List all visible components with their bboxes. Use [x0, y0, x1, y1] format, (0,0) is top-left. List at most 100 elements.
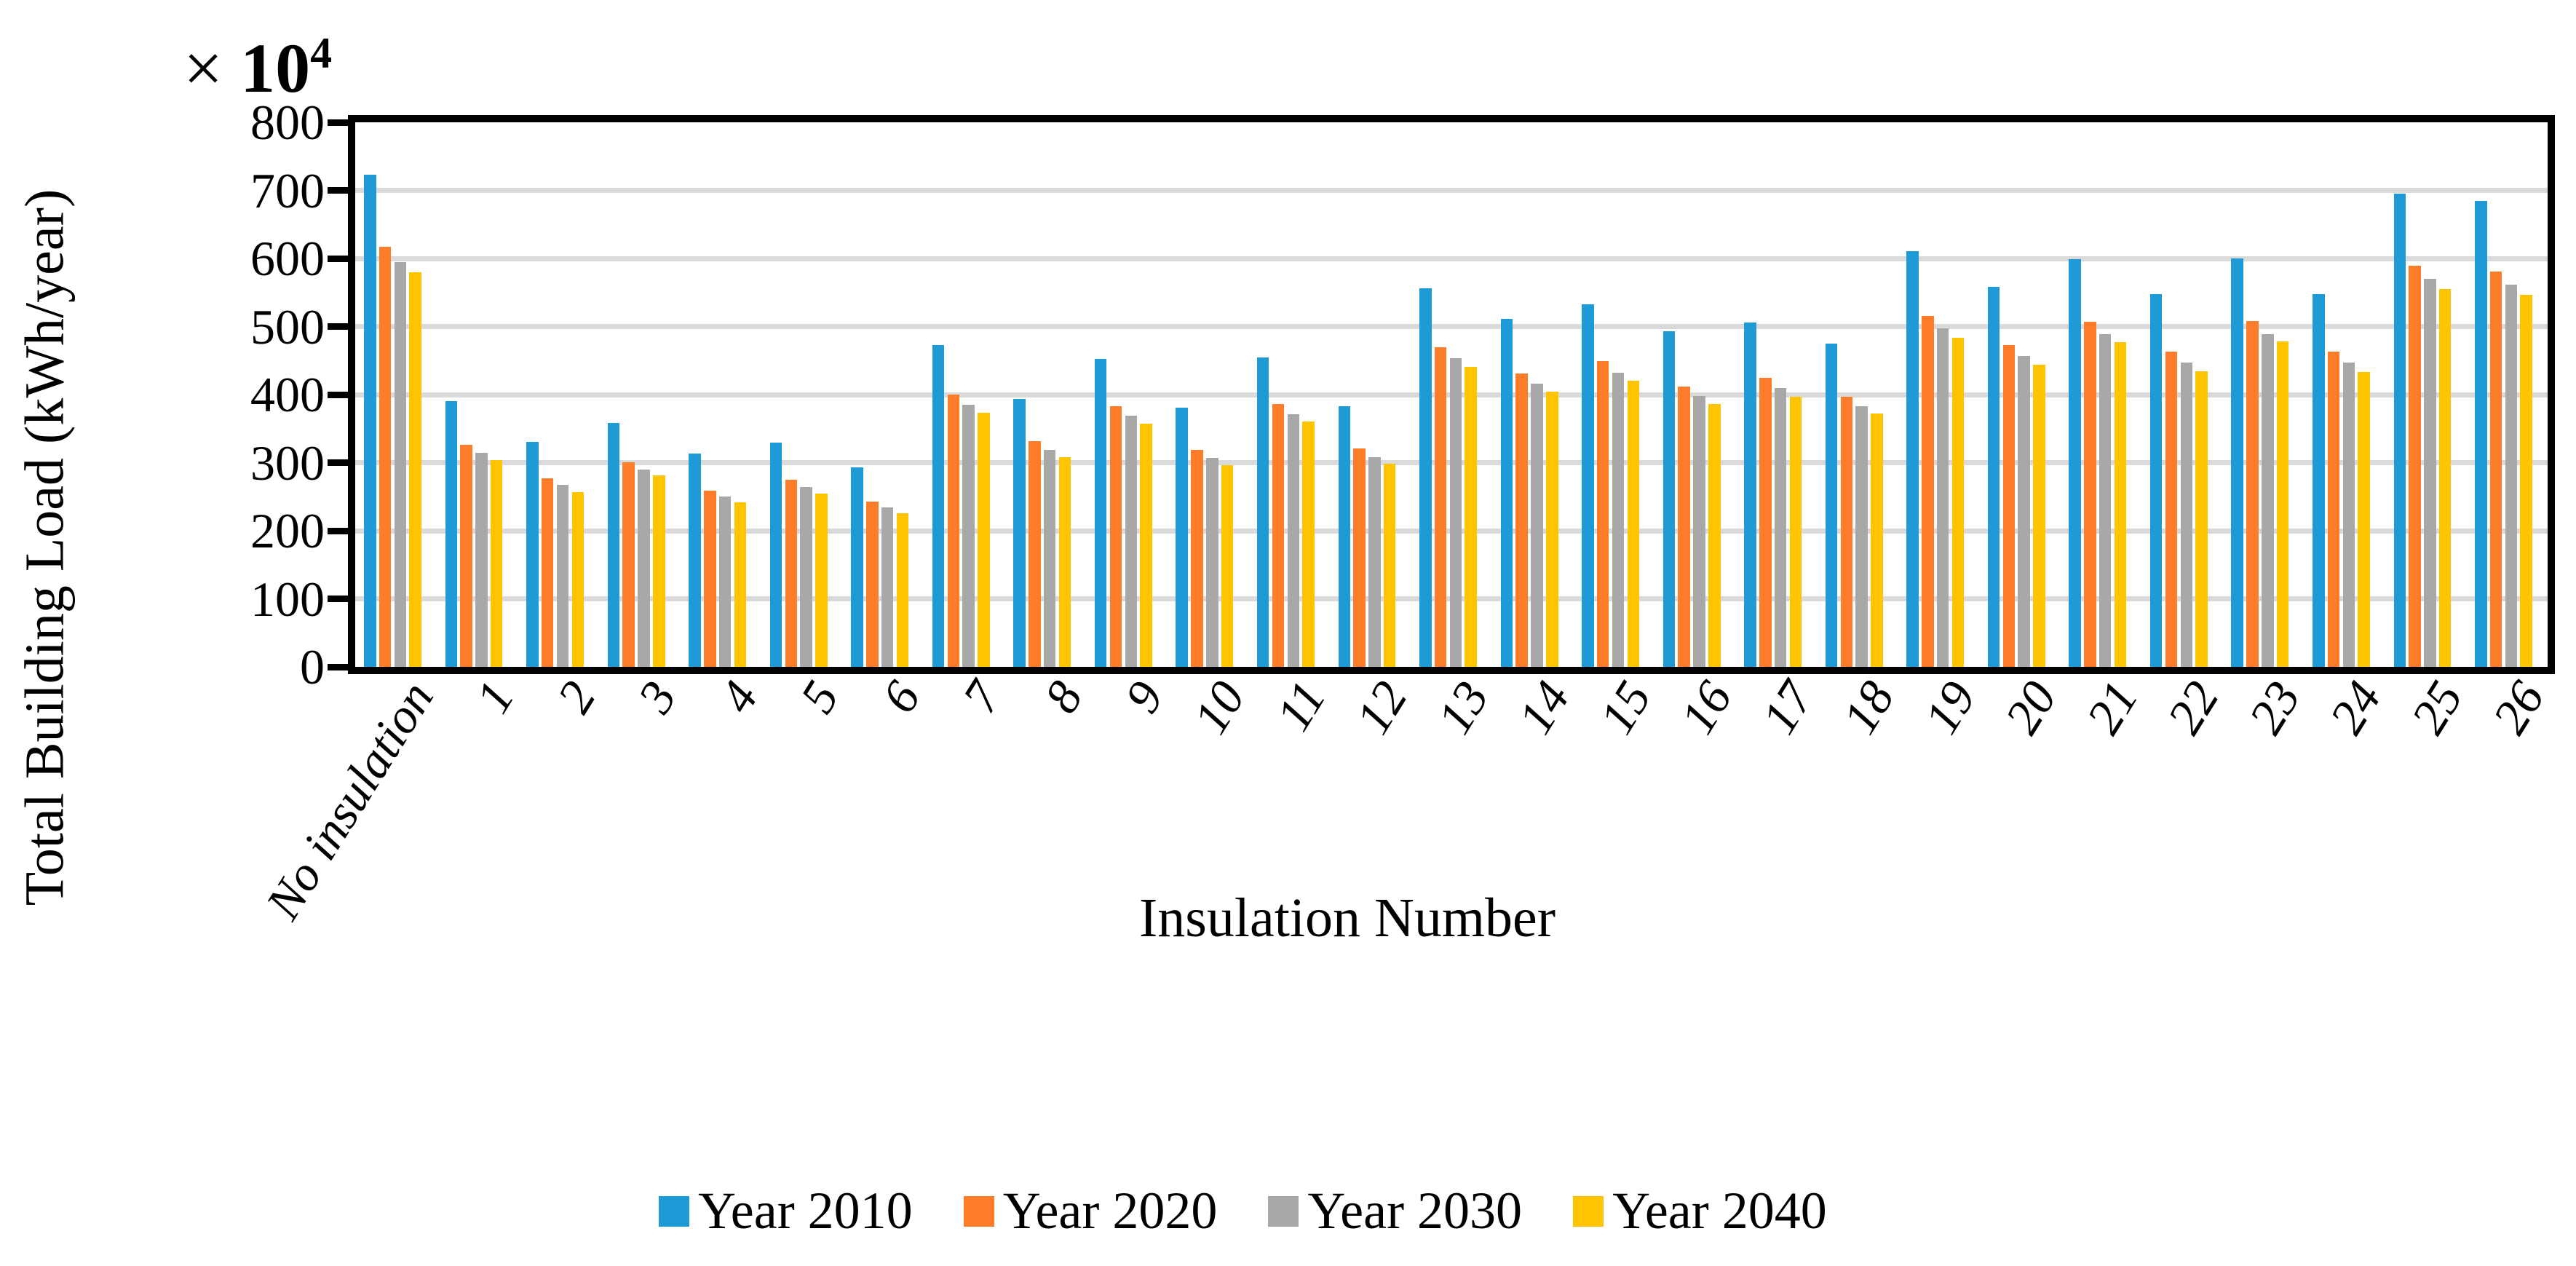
bar-year-2040-3 [653, 475, 665, 667]
bar-year-2010-3 [607, 423, 620, 667]
bar-year-2030-2 [556, 485, 569, 667]
bar-year-2020-15 [1596, 361, 1609, 667]
bar-year-2010-8 [1013, 398, 1026, 667]
y-tick-300 [328, 459, 348, 466]
bar-year-2020-9 [1109, 405, 1122, 667]
y-tick-label-500: 500 [250, 298, 325, 355]
bar-year-2020-4 [704, 490, 716, 667]
x-tick-label-text: 13 [1425, 671, 1499, 743]
bar-year-2040-20 [2033, 364, 2045, 667]
x-tick-label-text: 16 [1669, 671, 1743, 743]
y-axis-exponent-label: × 104 [183, 28, 332, 108]
legend: Year 2010 Year 2020 Year 2030 Year 2040 [659, 1181, 1827, 1241]
y-tick-0 [328, 663, 348, 670]
bar-year-2020-18 [1840, 396, 1853, 667]
bar-year-2040-15 [1627, 381, 1640, 667]
bar-year-2030-4 [718, 496, 732, 667]
x-tick-label-text: 12 [1344, 671, 1418, 743]
bar-year-2040-25 [2438, 289, 2452, 667]
legend-label: Year 2010 [698, 1182, 913, 1240]
bar-year-2030-11 [1287, 414, 1300, 667]
bar-year-2020-no-insulation [379, 247, 392, 667]
x-tick-label-text: 5 [789, 671, 850, 722]
y-tick-200 [328, 527, 348, 534]
y-tick-500 [328, 323, 348, 330]
bar-year-2040-2 [571, 491, 584, 667]
bar-year-2030-8 [1043, 449, 1056, 667]
bar-year-2040-7 [978, 413, 990, 667]
bar-year-2020-10 [1191, 449, 1203, 667]
bar-year-2020-1 [460, 445, 472, 667]
x-tick-label-text: 14 [1507, 671, 1580, 743]
x-tick-label-text: 4 [708, 671, 769, 722]
bar-year-2040-6 [896, 513, 909, 667]
bar-year-2030-16 [1693, 395, 1705, 667]
bar-year-2010-14 [1500, 319, 1513, 667]
bar-year-2030-3 [638, 469, 650, 667]
bar-year-2040-18 [1871, 414, 1883, 667]
x-tick-label-text: 20 [1994, 671, 2068, 743]
bar-year-2020-21 [2084, 321, 2096, 667]
x-tick-label-text: No insulation [254, 671, 444, 929]
legend-item-year-2010: Year 2010 [659, 1181, 913, 1241]
legend-label: Year 2030 [1307, 1182, 1523, 1240]
y-tick-100 [328, 596, 348, 602]
x-tick-label-text: 9 [1114, 671, 1175, 722]
bar-year-2040-9 [1140, 424, 1152, 667]
x-tick-label-text: 6 [871, 671, 931, 722]
bar-year-2040-14 [1546, 392, 1558, 667]
x-tick-label-text: 25 [2400, 671, 2473, 743]
bar-year-2040-22 [2195, 371, 2208, 667]
bar-year-2020-6 [866, 501, 879, 667]
y-tick-label-700: 700 [250, 162, 325, 218]
legend-item-year-2020: Year 2020 [963, 1181, 1218, 1241]
x-axis-title: Insulation Number [1138, 887, 1556, 949]
exponent-power: 4 [310, 29, 333, 77]
bar-year-2020-20 [2002, 344, 2016, 667]
bar-year-2020-8 [1029, 440, 1041, 667]
x-tick-label-text: 26 [2481, 671, 2555, 743]
bar-year-2030-15 [1612, 373, 1625, 667]
legend-item-year-2040: Year 2040 [1573, 1181, 1827, 1241]
bar-year-2010-9 [1094, 359, 1107, 667]
x-tick-label-text: 19 [1913, 671, 1986, 743]
y-tick-label-200: 200 [250, 503, 325, 558]
y-tick-600 [328, 255, 348, 262]
bar-year-2020-23 [2246, 321, 2259, 667]
x-tick-label-text: 3 [627, 671, 687, 722]
bar-year-2010-11 [1256, 357, 1269, 667]
bar-year-2030-25 [2424, 279, 2436, 667]
y-tick-label-0: 0 [300, 639, 325, 695]
bar-year-2010-5 [769, 443, 782, 667]
bar-year-2020-3 [622, 462, 635, 667]
legend-label: Year 2020 [1002, 1182, 1218, 1240]
bar-year-2020-24 [2327, 352, 2340, 667]
bar-year-2010-19 [1906, 250, 1919, 667]
x-tick-label-text: 22 [2156, 671, 2230, 743]
bar-year-2020-7 [947, 395, 960, 667]
bar-year-2030-23 [2262, 333, 2274, 667]
bar-year-2040-4 [734, 502, 747, 667]
bar-year-2040-10 [1221, 465, 1234, 667]
bar-year-2040-17 [1789, 396, 1802, 667]
bar-year-2030-19 [1936, 328, 1949, 667]
bar-year-2030-no-insulation [394, 261, 407, 667]
bar-year-2010-26 [2475, 200, 2487, 667]
x-tick-label-text: 11 [1265, 671, 1337, 740]
x-tick-label-text: 18 [1831, 671, 1906, 743]
bar-year-2020-13 [1434, 347, 1447, 667]
legend-swatch [1573, 1195, 1604, 1227]
y-tick-label-400: 400 [250, 367, 325, 422]
x-tick-label-text: 15 [1588, 671, 1662, 743]
bar-year-2040-16 [1708, 404, 1721, 667]
bar-year-2010-4 [689, 454, 701, 667]
x-tick-label-text: 21 [2075, 671, 2149, 743]
y-tick-label-800: 800 [250, 95, 325, 150]
gridline-600 [355, 256, 2548, 261]
bar-year-2040-21 [2114, 342, 2127, 667]
bar-year-2040-19 [1951, 338, 1965, 667]
bar-year-2030-9 [1125, 415, 1137, 667]
